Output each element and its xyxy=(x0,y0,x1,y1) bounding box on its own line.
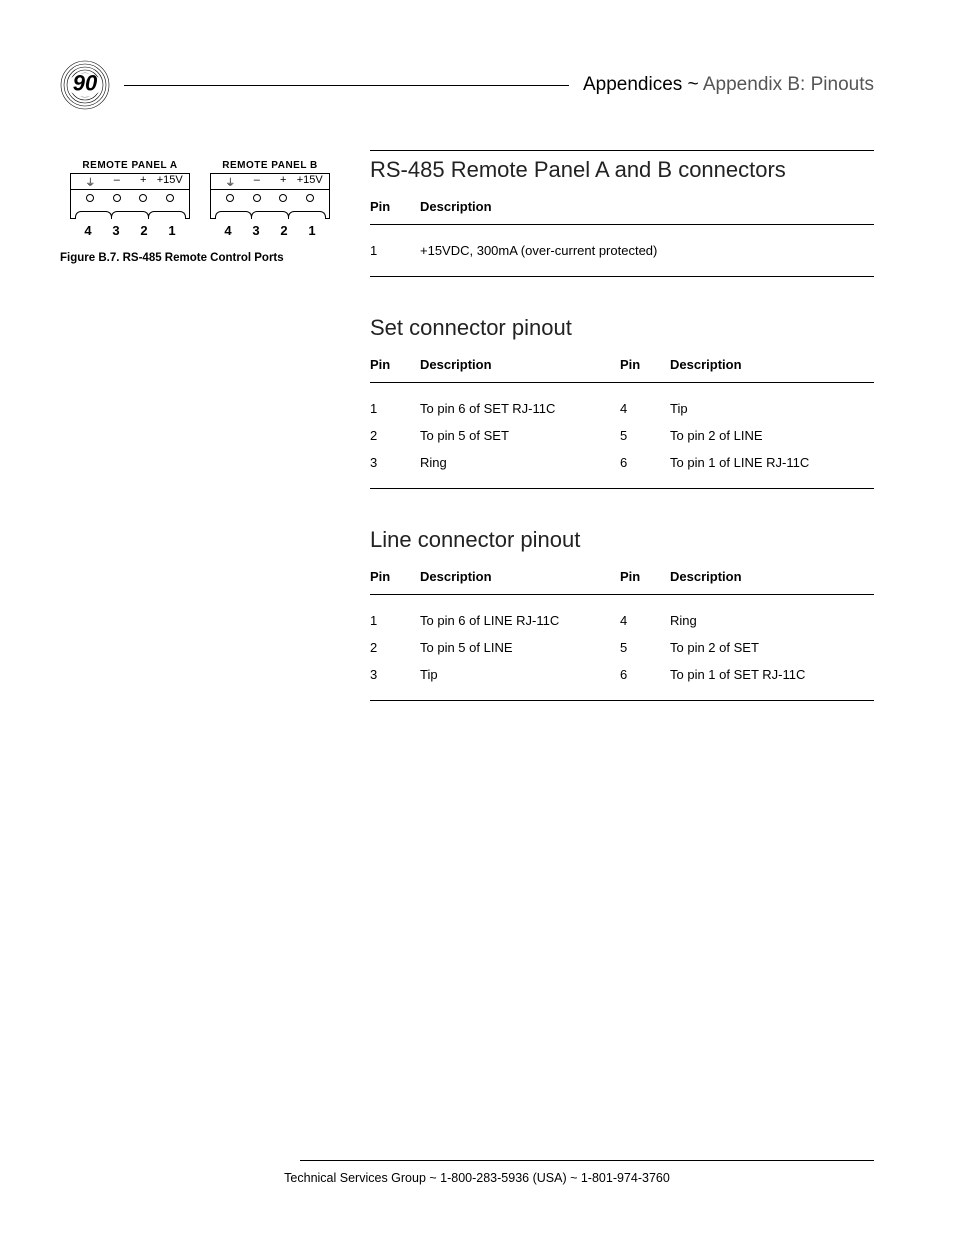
label: + xyxy=(270,174,297,189)
footer-text: Technical Services Group ~ 1-800-283-593… xyxy=(284,1171,670,1185)
label: – xyxy=(104,174,131,189)
left-column: REMOTE PANEL A ⏚ – + +15V 4 3 xyxy=(60,150,340,739)
pin-hole xyxy=(166,194,174,202)
cell: To pin 5 of SET xyxy=(420,422,620,449)
page-header: 90 Appendices ~ Appendix B: Pinouts xyxy=(60,60,874,110)
cell: 6 xyxy=(620,449,670,476)
pin-hole xyxy=(113,194,121,202)
cell: 3 xyxy=(370,661,420,688)
col-head-pin: Pin xyxy=(620,565,670,595)
num: 4 xyxy=(224,223,231,238)
section-title: RS-485 Remote Panel A and B connectors xyxy=(370,157,874,183)
section-title: Line connector pinout xyxy=(370,527,874,553)
cell: 1 xyxy=(370,607,420,634)
right-column: RS-485 Remote Panel A and B connectors P… xyxy=(370,150,874,739)
cell: 5 xyxy=(620,422,670,449)
line-table: Pin Description Pin Description 1 To pin… xyxy=(370,565,874,701)
cell: Tip xyxy=(670,395,874,422)
label: ⏚ xyxy=(77,174,104,189)
col-head-desc: Description xyxy=(670,565,874,595)
panel-top-labels: ⏚ – + +15V xyxy=(70,173,190,189)
main-columns: REMOTE PANEL A ⏚ – + +15V 4 3 xyxy=(60,150,874,739)
num: 2 xyxy=(140,223,147,238)
page-footer: Technical Services Group ~ 1-800-283-593… xyxy=(0,1160,954,1185)
num: 1 xyxy=(168,223,175,238)
pin-numbers: 4 3 2 1 xyxy=(70,223,190,238)
col-head-pin: Pin xyxy=(620,353,670,383)
col-head-pin: Pin xyxy=(370,565,420,595)
section-rule xyxy=(370,150,874,151)
cell-pin: 1 xyxy=(370,237,420,264)
header-prefix: Appendices ~ xyxy=(583,74,703,95)
connector-figure: REMOTE PANEL A ⏚ – + +15V 4 3 xyxy=(60,160,340,238)
connector-box xyxy=(210,189,330,219)
cell: Tip xyxy=(420,661,620,688)
footer-rule xyxy=(300,1160,874,1161)
cell: To pin 6 of SET RJ-11C xyxy=(420,395,620,422)
col-head-pin: Pin xyxy=(370,353,420,383)
num: 4 xyxy=(84,223,91,238)
cell: To pin 1 of SET RJ-11C xyxy=(670,661,874,688)
header-text: Appendices ~ Appendix B: Pinouts xyxy=(583,74,874,96)
panel-top-labels: ⏚ – + +15V xyxy=(210,173,330,189)
num: 2 xyxy=(280,223,287,238)
cell: To pin 6 of LINE RJ-11C xyxy=(420,607,620,634)
label: – xyxy=(244,174,271,189)
num: 3 xyxy=(112,223,119,238)
pin-hole xyxy=(139,194,147,202)
col-head-desc: Description xyxy=(420,195,874,225)
cell: To pin 2 of SET xyxy=(670,634,874,661)
cell: To pin 2 of LINE xyxy=(670,422,874,449)
cell: 2 xyxy=(370,634,420,661)
col-head-pin: Pin xyxy=(370,195,420,225)
cell-desc: +15VDC, 300mA (over-current protected) xyxy=(420,237,874,264)
col-head-desc: Description xyxy=(420,353,620,383)
connector-panel-b: REMOTE PANEL B ⏚ – + +15V 4 3 xyxy=(210,160,330,238)
header-title: Appendix B: Pinouts xyxy=(703,74,874,95)
section-line: Line connector pinout Pin Description Pi… xyxy=(370,527,874,701)
section-title: Set connector pinout xyxy=(370,315,874,341)
connector-panel-a: REMOTE PANEL A ⏚ – + +15V 4 3 xyxy=(70,160,190,238)
col-head-desc: Description xyxy=(420,565,620,595)
panel-title: REMOTE PANEL A xyxy=(70,160,190,171)
cell: 6 xyxy=(620,661,670,688)
cell: 1 xyxy=(370,395,420,422)
scallop xyxy=(75,211,185,219)
cell: 5 xyxy=(620,634,670,661)
pin-numbers: 4 3 2 1 xyxy=(210,223,330,238)
header-rule xyxy=(124,85,569,86)
cell: 2 xyxy=(370,422,420,449)
scallop xyxy=(215,211,325,219)
cell: To pin 5 of LINE xyxy=(420,634,620,661)
num: 1 xyxy=(308,223,315,238)
page-number-badge: 90 xyxy=(60,60,110,110)
pin-hole xyxy=(279,194,287,202)
cell: 4 xyxy=(620,395,670,422)
pin-hole xyxy=(306,194,314,202)
label: +15V xyxy=(297,174,324,189)
section-set: Set connector pinout Pin Description Pin… xyxy=(370,315,874,489)
cell: To pin 1 of LINE RJ-11C xyxy=(670,449,874,476)
connector-box xyxy=(70,189,190,219)
cell: Ring xyxy=(420,449,620,476)
cell: 4 xyxy=(620,607,670,634)
pin-hole xyxy=(253,194,261,202)
section-rs485: RS-485 Remote Panel A and B connectors P… xyxy=(370,150,874,277)
cell: Ring xyxy=(670,607,874,634)
col-head-desc: Description xyxy=(670,353,874,383)
label: +15V xyxy=(157,174,184,189)
panel-title: REMOTE PANEL B xyxy=(210,160,330,171)
page-number: 90 xyxy=(73,71,97,97)
cell: 3 xyxy=(370,449,420,476)
figure-caption: Figure B.7. RS-485 Remote Control Ports xyxy=(60,252,340,264)
set-table: Pin Description Pin Description 1 To pin… xyxy=(370,353,874,489)
num: 3 xyxy=(252,223,259,238)
rs485-table: Pin Description 1 +15VDC, 300mA (over-cu… xyxy=(370,195,874,277)
pin-hole xyxy=(226,194,234,202)
label: + xyxy=(130,174,157,189)
label: ⏚ xyxy=(217,174,244,189)
pin-hole xyxy=(86,194,94,202)
